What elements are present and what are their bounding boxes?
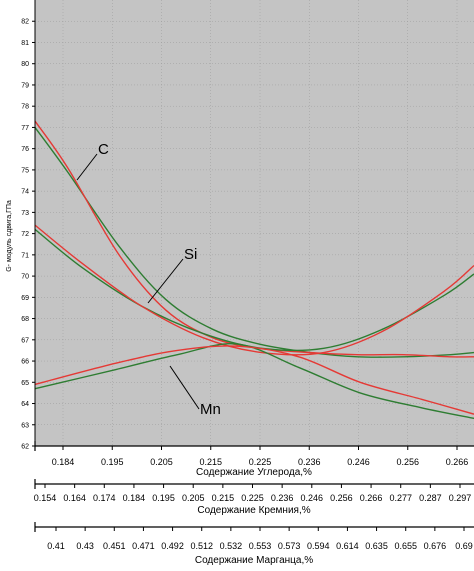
x-tick-label: 0.297 xyxy=(449,493,472,503)
series-line-mn-green xyxy=(34,343,474,420)
x-axis-manganese: 0.41 0.43 0.451 0.471 0.492 0.512 0.532 0.553 0.… xyxy=(34,522,474,566)
x-tick-label: 0.266 xyxy=(360,493,383,503)
series-curves xyxy=(34,120,474,420)
x-tick-label: 0.236 xyxy=(298,457,321,467)
x-tick-label: 0.277 xyxy=(389,493,412,503)
x-tick-label: 0.256 xyxy=(396,457,419,467)
x-tick-label: 0.174 xyxy=(93,493,116,503)
x-tick-label: 0.655 xyxy=(394,541,417,551)
y-tick-label: 66 xyxy=(21,359,29,366)
x-tick-label: 0.236 xyxy=(271,493,294,503)
y-tick-label: 65 xyxy=(21,380,29,387)
x-tick-label: 0.573 xyxy=(278,541,301,551)
x-tick-label: 0.215 xyxy=(199,457,222,467)
x-tick-label: 0.471 xyxy=(132,541,155,551)
series-label-si: Si xyxy=(184,246,197,263)
x-tick-label: 0.154 xyxy=(34,493,57,503)
x-tick-label: 0.512 xyxy=(190,541,213,551)
y-axis: 62 63 64 65 66 67 68 69 70 71 72 73 74 75 76 77 78 79 80 81… xyxy=(21,0,36,451)
series-line-si-red xyxy=(34,224,474,356)
x-axes: 0.184 0.195 0.205 0.215 0.225 0.236 0.246 0.256… xyxy=(34,441,474,566)
x-tick-label: 0.205 xyxy=(150,457,173,467)
x-axis-title-silicon: Содержание Кремния,% xyxy=(197,505,310,516)
y-axis-label: G- модуль сдвига,ГПа xyxy=(6,200,13,272)
pointer-c xyxy=(76,153,98,181)
x-tick-label: 0.164 xyxy=(63,493,86,503)
x-tick-label: 0.246 xyxy=(347,457,370,467)
y-tick-label: 70 xyxy=(21,274,29,281)
y-tick-label: 71 xyxy=(21,252,29,259)
grid xyxy=(35,0,474,447)
y-tick-label: 62 xyxy=(21,444,29,451)
y-tick-label: 77 xyxy=(21,125,29,132)
series-line-mn-red xyxy=(34,345,474,415)
y-tick-label: 68 xyxy=(21,316,29,323)
x-tick-label: 0.225 xyxy=(249,457,272,467)
x-axis-silicon: 0.154 0.164 0.174 0.184 0.195 0.205 0.215 0.225… xyxy=(34,479,474,516)
x-tick-label: 0.532 xyxy=(220,541,243,551)
y-tick-label: 72 xyxy=(21,231,29,238)
y-tick-label: 64 xyxy=(21,401,29,408)
x-tick-label: 0.553 xyxy=(249,541,272,551)
x-tick-label: 0.256 xyxy=(330,493,353,503)
x-tick-label: 0.195 xyxy=(101,457,124,467)
x-tick-label: 0.614 xyxy=(336,541,359,551)
x-tick-label: 0.246 xyxy=(301,493,324,503)
x-axis-title-manganese: Содержание Марганца,% xyxy=(195,555,313,566)
x-tick-label: 0.594 xyxy=(307,541,330,551)
x-tick-label: 0.205 xyxy=(182,493,205,503)
y-tick-label: 79 xyxy=(21,82,29,89)
y-tick-label: 74 xyxy=(21,189,29,196)
x-tick-label: 0.451 xyxy=(103,541,126,551)
y-tick-label: 63 xyxy=(21,422,29,429)
series-label-mn: Mn xyxy=(200,401,221,418)
x-tick-label: 0.69 xyxy=(455,541,473,551)
x-tick-label: 0.225 xyxy=(241,493,264,503)
y-tick-label: 81 xyxy=(21,40,29,47)
x-tick-label: 0.41 xyxy=(47,541,65,551)
x-axis-carbon: 0.184 0.195 0.205 0.215 0.225 0.236 0.246 0.256… xyxy=(34,441,474,478)
pointer-mn xyxy=(169,365,200,410)
x-tick-label: 0.184 xyxy=(52,457,75,467)
x-tick-label: 0.266 xyxy=(446,457,469,467)
y-tick-label: 82 xyxy=(21,19,29,26)
y-tick-label: 78 xyxy=(21,104,29,111)
series-line-c-green xyxy=(34,127,474,358)
x-tick-label: 0.215 xyxy=(212,493,235,503)
x-tick-label: 0.676 xyxy=(424,541,447,551)
y-tick-label: 76 xyxy=(21,146,29,153)
pointer-si xyxy=(147,258,184,304)
x-axis-title-carbon: Содержание Углерода,% xyxy=(196,467,312,478)
plot-area xyxy=(35,0,474,446)
x-tick-label: 0.43 xyxy=(76,541,94,551)
x-tick-label: 0.287 xyxy=(419,493,442,503)
y-tick-label: 80 xyxy=(21,61,29,68)
x-tick-label: 0.635 xyxy=(365,541,388,551)
series-label-c: C xyxy=(98,141,109,158)
y-tick-label: 73 xyxy=(21,210,29,217)
x-tick-label: 0.195 xyxy=(152,493,175,503)
x-tick-label: 0.184 xyxy=(123,493,146,503)
y-tick-label: 75 xyxy=(21,167,29,174)
y-tick-label: 69 xyxy=(21,295,29,302)
x-tick-label: 0.492 xyxy=(161,541,184,551)
y-tick-label: 67 xyxy=(21,337,29,344)
